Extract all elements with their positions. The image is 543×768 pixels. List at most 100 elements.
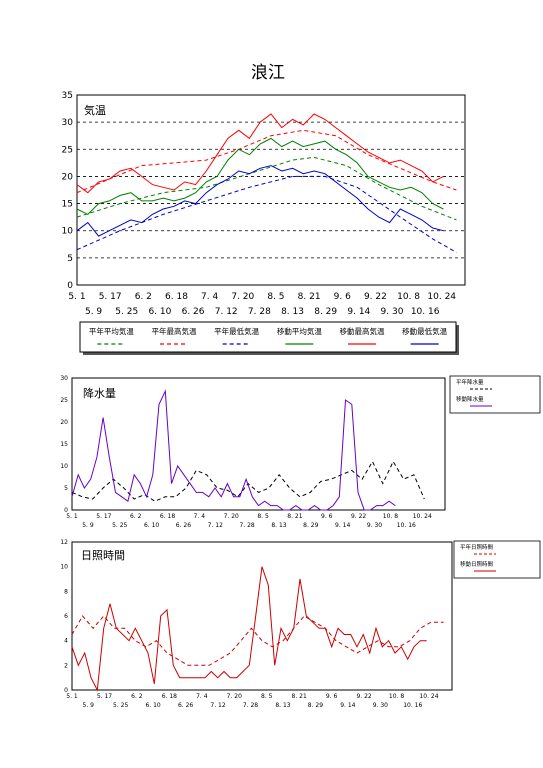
y-tick-label: 15 <box>60 441 68 448</box>
x-tick-label: 5. 9 <box>83 702 95 709</box>
y-tick-label: 20 <box>62 172 74 182</box>
x-tick-label: 9. 14 <box>347 307 370 317</box>
x-tick-label: 9. 6 <box>321 513 333 520</box>
precipitation-chart: 0 5 10 15 20 25 30 5. 1 5. 17 6. 2 6. 18 7. 4 7. 20 8… <box>60 375 541 529</box>
plot-label: 降水量 <box>83 386 116 400</box>
x-tick-label: 9. 14 <box>335 522 350 529</box>
series-line-normal_mean <box>76 156 457 221</box>
y-tick-label: 12 <box>60 539 68 546</box>
series-line-moving_min <box>76 165 444 237</box>
x-tick-label: 8. 5 <box>261 693 273 700</box>
x-tick-label: 7. 12 <box>208 522 223 529</box>
legend-box <box>453 540 541 579</box>
x-tick-label: 6. 26 <box>182 307 205 317</box>
y-tick-label: 20 <box>60 419 68 426</box>
x-tick-label: 7. 12 <box>210 702 225 709</box>
x-tick-label: 5. 17 <box>99 292 122 302</box>
series-line-normal <box>71 615 444 666</box>
x-tick-label: 10. 24 <box>427 292 456 302</box>
legend-entry-label: 平年平均気温 <box>89 326 134 336</box>
y-tick-label: 10 <box>62 227 74 237</box>
series-line-moving <box>71 389 396 511</box>
x-tick-label: 6. 18 <box>160 513 175 520</box>
x-tick-label: 7. 4 <box>194 513 206 520</box>
y-tick-label: 30 <box>60 375 68 382</box>
y-tick-label: 5 <box>64 485 68 492</box>
x-tick-label: 6. 18 <box>162 693 177 700</box>
x-tick-label: 10. 24 <box>419 693 438 700</box>
y-tick-label: 35 <box>62 91 73 101</box>
y-tick-label: 5 <box>67 254 73 264</box>
x-tick-label: 7. 28 <box>243 702 258 709</box>
x-tick-label: 6. 10 <box>144 522 159 529</box>
x-tick-label: 9. 14 <box>340 702 355 709</box>
x-tick-label: 5. 17 <box>96 513 111 520</box>
x-tick-label: 8. 21 <box>287 513 302 520</box>
x-tick-label: 9. 22 <box>351 513 366 520</box>
plot-frame <box>71 541 453 691</box>
x-tick-label: 6. 2 <box>135 292 152 302</box>
y-tick-label: 10 <box>60 463 68 470</box>
x-tick-label: 9. 30 <box>373 702 388 709</box>
y-tick-label: 4 <box>64 638 68 645</box>
legend-entry-label: 移動平均気温 <box>277 326 322 336</box>
y-tick-label: 0 <box>64 507 68 514</box>
x-tick-label: 8. 5 <box>257 513 269 520</box>
x-tick-label: 5. 25 <box>112 522 127 529</box>
x-tick-label: 10. 16 <box>411 307 440 317</box>
x-tick-label: 6. 10 <box>145 702 160 709</box>
x-tick-label: 10. 8 <box>397 292 420 302</box>
y-tick-label: 30 <box>62 118 74 128</box>
legend-box <box>79 321 457 353</box>
x-tick-label: 7. 20 <box>231 292 254 302</box>
series-line-normal_min <box>76 175 457 253</box>
x-tick-label: 10. 8 <box>383 513 398 520</box>
x-tick-label: 7. 4 <box>201 292 218 302</box>
x-tick-label: 8. 29 <box>303 522 318 529</box>
x-tick-label: 8. 21 <box>292 693 307 700</box>
x-tick-label: 8. 5 <box>267 292 284 302</box>
x-tick-label: 9. 30 <box>367 522 382 529</box>
x-tick-label: 5. 9 <box>82 522 94 529</box>
legend-entry-label: 移動最低気温 <box>402 326 447 336</box>
x-tick-label: 5. 25 <box>115 307 138 317</box>
x-tick-label: 5. 9 <box>85 307 102 317</box>
x-tick-label: 7. 20 <box>227 693 242 700</box>
y-tick-label: 0 <box>67 281 73 291</box>
x-tick-label: 7. 28 <box>239 522 254 529</box>
legend-entry-label: 平年最低気温 <box>214 326 259 336</box>
x-tick-label: 8. 21 <box>298 292 321 302</box>
series-line-normal_max <box>76 129 457 194</box>
x-tick-label: 8. 13 <box>281 307 304 317</box>
x-tick-label: 5. 25 <box>113 702 128 709</box>
x-tick-label: 6. 2 <box>130 513 142 520</box>
y-tick-label: 6 <box>64 613 68 620</box>
legend-box <box>449 375 541 414</box>
legend-entry-label: 移動降水量 <box>456 395 484 403</box>
y-tick-label: 25 <box>62 145 73 155</box>
legend-entry-label: 移動最高気温 <box>340 326 385 336</box>
x-tick-label: 5. 17 <box>97 693 112 700</box>
legend-entry-label: 平年日照時間 <box>460 543 494 551</box>
series-line-normal <box>71 460 425 502</box>
x-tick-label: 6. 26 <box>178 702 193 709</box>
y-tick-label: 8 <box>64 588 68 595</box>
x-tick-label: 10. 16 <box>403 702 422 709</box>
plot-label: 気温 <box>84 103 106 117</box>
plot-frame <box>76 94 466 286</box>
sunshine-chart: 0 2 4 6 8 10 12 5. 1 5. 17 6. 2 6. 18 7. 4 7. 20 8. 5… <box>60 539 541 709</box>
x-tick-label: 9. 6 <box>326 693 338 700</box>
x-tick-label: 9. 30 <box>381 307 404 317</box>
x-tick-label: 10. 8 <box>389 693 404 700</box>
x-tick-label: 6. 18 <box>165 292 188 302</box>
legend-entry-label: 移動日照時間 <box>460 560 494 568</box>
x-tick-label: 10. 24 <box>413 513 432 520</box>
x-tick-label: 8. 13 <box>271 522 286 529</box>
series-line-moving_mean <box>76 137 444 216</box>
x-tick-label: 6. 10 <box>148 307 171 317</box>
x-tick-label: 9. 22 <box>364 292 387 302</box>
x-tick-label: 8. 29 <box>308 702 323 709</box>
x-tick-label: 10. 16 <box>397 522 416 529</box>
x-tick-label: 8. 13 <box>275 702 290 709</box>
legend-entry-label: 平年最高気温 <box>152 326 197 336</box>
